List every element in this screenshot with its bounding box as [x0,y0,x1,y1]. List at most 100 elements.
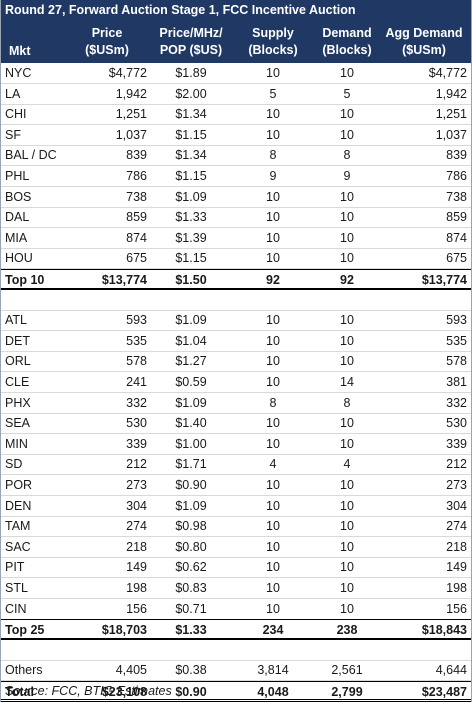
cell-mkt: SF [5,127,21,142]
cell-agg-demand: 738 [446,189,467,204]
table-row: DET 535 $1.04 10 10 535 [1,331,471,352]
cell-price: 241 [126,375,147,389]
cell-agg-demand: 156 [446,601,467,616]
cell-mkt [5,290,65,310]
cell-price-per-mhz-pop: $0.90 [175,685,207,699]
table-row: ORL 578 $1.27 10 10 578 [1,351,471,373]
cell-price: 149 [126,560,147,575]
cell-price: 274 [126,519,147,534]
cell-mkt: HOU [5,251,33,266]
cell-agg-demand: 675 [446,251,467,266]
cell-price: 859 [126,210,147,225]
cell-price-per-mhz-pop: $1.15 [175,169,207,183]
cell-price-per-mhz-pop: $0.90 [175,478,207,492]
header-price-line2: ($USm) [85,43,129,57]
cell-price-per-mhz-pop: $1.04 [175,333,207,348]
table-spacer-row [1,290,471,311]
cell-supply: 10 [266,375,280,389]
cell-agg-demand: 149 [446,560,467,575]
cell-price-per-mhz-pop: $0.59 [175,375,207,389]
table-row: ATL 593 $1.09 10 10 593 [1,310,471,332]
cell-supply: 10 [266,560,280,575]
table-row: SEA 530 $1.40 10 10 530 [1,413,471,435]
cell-demand [313,290,381,310]
cell-agg-demand: 578 [446,354,467,369]
cell-price: 786 [126,169,147,183]
cell-agg-demand: $23,487 [421,685,467,699]
cell-mkt: DEN [5,498,32,513]
cell-mkt: SAC [5,539,31,554]
cell-price-per-mhz-pop: $1.09 [175,498,207,513]
table-row: CIN 156 $0.71 10 10 156 [1,599,471,620]
cell-mkt: MIA [5,230,28,245]
table-row: SF 1,037 $1.15 10 10 1,037 [1,125,471,146]
header-supply-line1: Supply [252,26,294,40]
source-note: Source: FCC, BTIG Estimates [5,684,172,698]
cell-agg-demand [381,640,467,660]
cell-demand: 10 [340,601,354,616]
cell-demand: 10 [340,230,354,245]
cell-supply: 10 [266,66,280,80]
table-row: Others 4,405 $0.38 3,814 2,561 4,644 [1,660,471,682]
cell-agg-demand: 381 [446,375,467,389]
table-row: POR 273 $0.90 10 10 273 [1,475,471,496]
cell-demand: 10 [340,354,354,369]
table-row: PHL 786 $1.15 9 9 786 [1,166,471,187]
cell-price: 593 [126,313,147,328]
cell-demand: 4 [343,457,351,472]
cell-price: 218 [126,539,147,554]
cell-mkt: TAM [5,519,31,534]
cell-demand: 10 [340,478,354,492]
cell-price: $13,774 [101,273,147,287]
cell-price: 578 [126,354,147,369]
cell-agg-demand: 859 [446,210,467,225]
cell-price: 339 [126,436,147,451]
cell-supply: 10 [266,478,280,492]
cell-demand: 14 [340,375,354,389]
cell-agg-demand: 786 [446,169,467,183]
cell-price-per-mhz-pop: $0.98 [175,519,207,534]
cell-price-per-mhz-pop: $1.89 [175,66,207,80]
table-row: SD 212 $1.71 4 4 212 [1,454,471,476]
table-total-row: Total $23,108 $0.90 4,048 2,799 $23,487 [1,681,471,702]
cell-demand: 2,561 [331,663,363,678]
cell-supply: 10 [266,251,280,266]
table-title: Round 27, Forward Auction Stage 1, FCC I… [1,0,471,21]
cell-price-per-mhz-pop: $1.33 [175,623,207,638]
header-demand: Demand (Blocks) [313,21,381,63]
cell-price-per-mhz-pop: $0.80 [175,539,207,554]
cell-price-per-mhz-pop: $1.00 [175,436,207,451]
cell-price-per-mhz-pop: $0.71 [175,601,207,616]
cell-price: 4,405 [115,663,147,678]
cell-agg-demand: 304 [446,498,467,513]
cell-price-per-mhz-pop [149,290,233,310]
cell-supply: 92 [266,273,280,287]
cell-price: 273 [126,478,147,492]
header-price-per-mhz-pop-line1: Price/MHz/ [159,26,223,40]
cell-agg-demand: 874 [446,230,467,245]
cell-mkt: CHI [5,107,27,122]
cell-price: 304 [126,498,147,513]
cell-price-per-mhz-pop: $1.15 [175,127,207,142]
header-price-per-mhz-pop: Price/MHz/ POP ($US) [149,21,233,63]
cell-supply: 3,814 [257,663,289,678]
cell-mkt: PHX [5,395,31,410]
cell-agg-demand: 535 [446,333,467,348]
cell-supply: 4 [269,457,277,472]
cell-agg-demand: 273 [446,478,467,492]
cell-supply: 4,048 [257,685,289,699]
cell-price-per-mhz-pop: $1.09 [175,395,207,410]
cell-agg-demand: 1,037 [435,127,467,142]
cell-mkt: PHL [5,169,30,183]
cell-mkt: Top 25 [5,623,45,638]
header-supply-line2: (Blocks) [248,43,298,57]
cell-price-per-mhz-pop: $0.62 [175,560,207,575]
table-row: MIN 339 $1.00 10 10 339 [1,434,471,455]
cell-price-per-mhz-pop: $1.09 [175,189,207,204]
cell-demand: 2,799 [331,685,363,699]
cell-price-per-mhz-pop: $1.39 [175,230,207,245]
cell-supply: 10 [266,436,280,451]
cell-mkt [5,640,65,660]
cell-supply [233,640,313,660]
